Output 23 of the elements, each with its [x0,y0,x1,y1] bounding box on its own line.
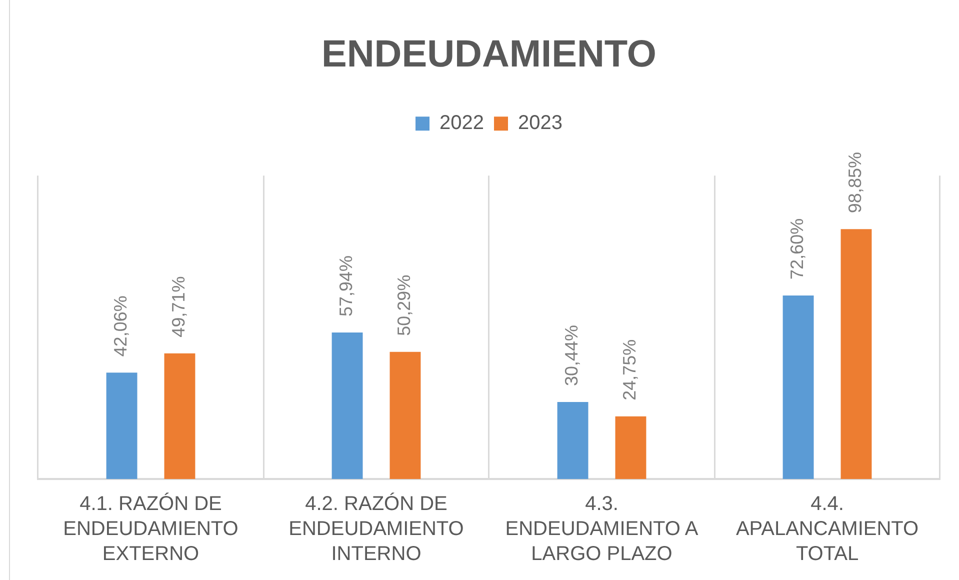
bar [840,229,872,479]
data-label: 98,85% [845,152,866,214]
bar [332,332,363,479]
data-label: 49,71% [168,276,189,338]
bar [557,402,588,479]
legend-label: 2022 [440,112,484,134]
x-tick-label: 4.2. RAZÓN DE ENDEUDAMIENTO INTERNO [288,492,464,566]
bar [782,295,814,479]
x-tick-label: 4.1. RAZÓN DE ENDEUDAMIENTO EXTERNO [63,492,238,566]
x-tick-label: 4.3. ENDEUDAMIENTO A LARGO PLAZO [505,493,699,566]
bar [106,372,138,479]
data-label: 30,44% [562,324,582,386]
chart-title: ENDEUDAMIENTO [322,33,656,76]
legend-label: 2023 [518,112,562,134]
data-label: 24,75% [620,339,640,400]
bar [164,353,196,479]
data-label: 57,94% [336,255,356,317]
data-label: 42,06% [110,296,131,357]
x-tick-label: 4.4. APALANCAMIENTO TOTAL [736,493,919,566]
data-label: 72,60% [787,218,808,280]
data-label: 50,29% [394,274,414,336]
bar [390,352,421,479]
bar [615,416,646,479]
